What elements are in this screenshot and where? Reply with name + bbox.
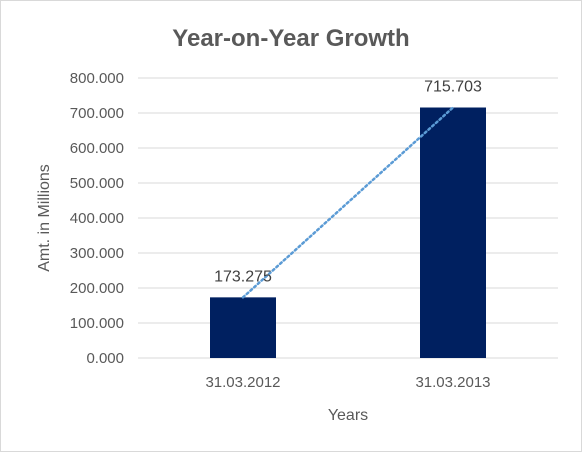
trendline-layer <box>241 106 455 299</box>
x-tick-label: 31.03.2012 <box>205 374 280 391</box>
y-tick-label: 200.000 <box>70 280 124 297</box>
data-labels: 173.275 715.703 <box>214 79 482 286</box>
y-tick-label: 400.000 <box>70 210 124 227</box>
bars <box>210 107 486 358</box>
y-tick-label: 500.000 <box>70 175 124 192</box>
y-tick-label: 800.000 <box>70 70 124 87</box>
bar <box>420 107 486 358</box>
gridlines <box>138 77 558 359</box>
y-axis-ticks: 0.000 100.000 200.000 300.000 400.000 500.000… <box>70 70 124 367</box>
data-label: 173.275 <box>214 268 272 285</box>
x-tick-label: 31.03.2013 <box>415 374 490 391</box>
y-tick-label: 100.000 <box>70 315 124 332</box>
y-tick-label: 0.000 <box>86 350 124 367</box>
chart-title: Year-on-Year Growth <box>172 25 409 52</box>
y-axis-title: Amt. in Millions <box>36 164 53 272</box>
x-axis-title: Years <box>328 407 368 424</box>
bar <box>210 297 276 358</box>
trendline <box>241 106 455 299</box>
y-tick-label: 700.000 <box>70 105 124 122</box>
y-tick-label: 600.000 <box>70 140 124 157</box>
x-axis-ticks: 31.03.2012 31.03.2013 <box>205 374 490 391</box>
data-label: 715.703 <box>424 79 482 96</box>
y-tick-label: 300.000 <box>70 245 124 262</box>
